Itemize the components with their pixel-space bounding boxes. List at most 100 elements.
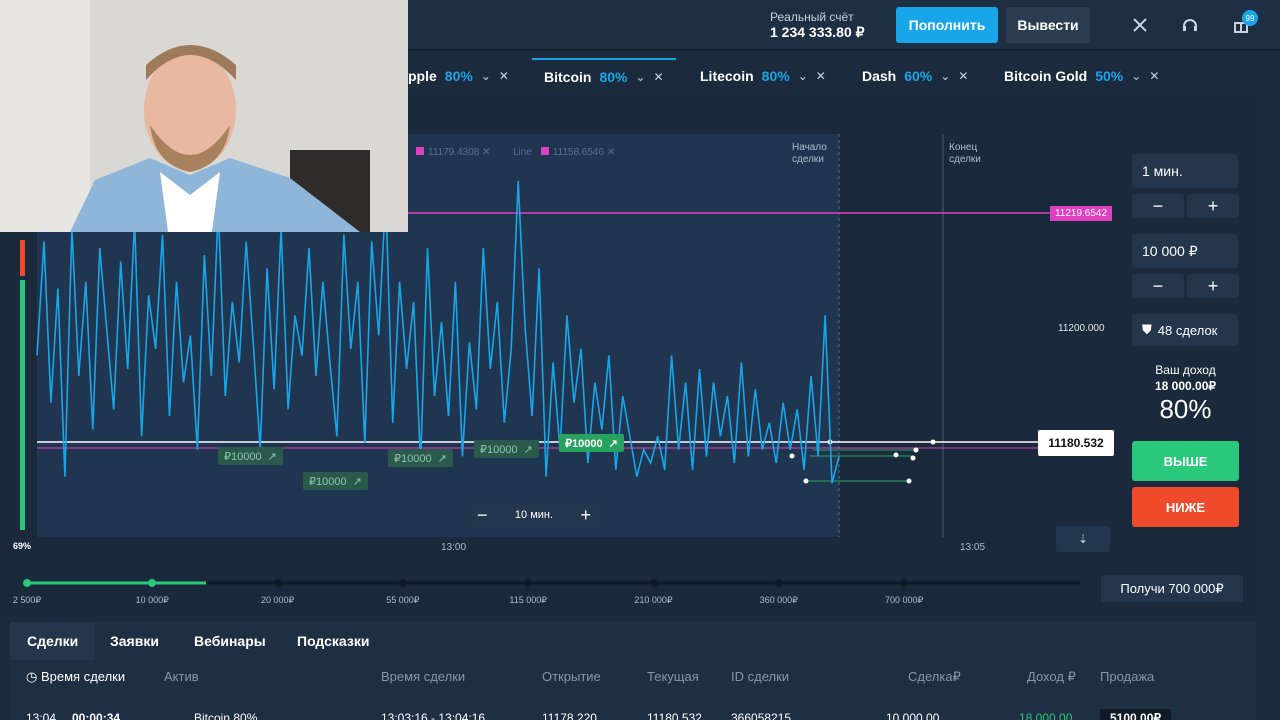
col-header-amount[interactable]: Сделка₽ xyxy=(908,669,961,684)
row-income: 18 000.00 xyxy=(1019,711,1073,720)
trade-chip[interactable]: ₽10000 ↗ xyxy=(303,472,368,490)
progress-level-dot xyxy=(23,579,31,587)
arrow-up-right-icon: ↗ xyxy=(352,475,362,488)
trade-marker-dot xyxy=(906,478,912,484)
zoom-in-button[interactable]: + xyxy=(580,504,591,525)
row-open: 11178.220 xyxy=(542,711,597,720)
progress-level-label: 700 000₽ xyxy=(884,595,924,605)
webcam-overlay xyxy=(0,0,408,232)
progress-level-label: 115 000₽ xyxy=(509,595,547,605)
trade-marker-dot xyxy=(910,455,916,461)
clock-icon: ◷ xyxy=(26,669,38,684)
sell-button[interactable]: 5100.00₽ xyxy=(1100,709,1172,720)
close-icon[interactable]: ✕ xyxy=(958,69,969,83)
trade-chip-amount: ₽10000 xyxy=(224,450,262,463)
collapse-chart-icon[interactable]: ⇣ xyxy=(1056,526,1110,552)
chevron-down-icon[interactable]: ⌄ xyxy=(480,69,491,83)
indicator-2-value: 11158.6546 xyxy=(552,147,605,158)
time-axis-label: 13:00 xyxy=(441,542,467,553)
close-icon[interactable]: ✕ xyxy=(498,69,509,83)
account-type-label[interactable]: Реальный счёт xyxy=(770,10,854,24)
col-header-current[interactable]: Текущая xyxy=(647,669,699,684)
notification-badge: 99 xyxy=(1242,10,1258,26)
lower-button[interactable]: НИЖЕ xyxy=(1132,487,1239,527)
zoom-label: 10 мин. xyxy=(514,509,554,521)
close-icon[interactable]: ✕ xyxy=(1149,69,1160,83)
progress-level-label: 20 000₽ xyxy=(260,595,295,605)
col-header-sell[interactable]: Продажа xyxy=(1100,669,1155,684)
progress-level-label: 360 000₽ xyxy=(759,595,798,605)
trade-marker-dot xyxy=(930,439,936,445)
duration-plus-button[interactable]: + xyxy=(1187,194,1239,218)
progress-level-label: 10 000₽ xyxy=(135,595,169,605)
col-header-time[interactable]: ◷ Время сделки xyxy=(26,669,126,684)
trade-chip-amount: ₽10000 xyxy=(309,475,347,488)
sentiment-down-bar xyxy=(20,240,25,276)
tab-label: pple xyxy=(408,68,437,84)
row-trade-time: 13:03:16 - 13:04:16 xyxy=(381,711,486,720)
trade-chip[interactable]: ₽10000 ↗ xyxy=(218,447,283,465)
tab-dash[interactable]: Dash 60% ⌄ ✕ xyxy=(850,58,980,94)
tab-label: Dash xyxy=(862,68,897,84)
col-header-trade-time[interactable]: Время сделки xyxy=(381,669,466,684)
gift-icon[interactable] xyxy=(1229,13,1253,37)
zoom-out-button[interactable]: − xyxy=(477,504,488,525)
headset-icon[interactable] xyxy=(1178,13,1202,37)
progress-level-dot xyxy=(900,579,909,587)
trade-marker-dot xyxy=(789,453,795,459)
duration-minus-button[interactable]: − xyxy=(1132,194,1184,218)
amount-minus-button[interactable]: − xyxy=(1132,274,1184,298)
indicator-1-value: 11179.4308 xyxy=(428,147,480,158)
deposit-button[interactable]: Пополнить xyxy=(896,7,998,43)
tab-payout: 50% xyxy=(1095,68,1124,84)
tab-litecoin[interactable]: Litecoin 80% ⌄ ✕ xyxy=(688,58,838,94)
tab-payout: 80% xyxy=(444,68,473,84)
tab-orders[interactable]: Заявки xyxy=(110,633,159,649)
indicator-color-swatch xyxy=(416,147,424,155)
chevron-down-icon[interactable]: ⌄ xyxy=(797,69,808,83)
col-header-income[interactable]: Доход ₽ xyxy=(1027,669,1076,684)
duration-field[interactable]: 1 мин. xyxy=(1132,154,1238,188)
price-series-line xyxy=(36,180,840,484)
amount-field[interactable]: 10 000 ₽ xyxy=(1132,234,1238,268)
trades-panel xyxy=(10,622,1256,720)
tab-ripple[interactable]: pple 80% ⌄ ✕ xyxy=(396,58,521,94)
trade-chip[interactable]: ₽10000 ↗ xyxy=(474,440,539,458)
tab-label: Bitcoin xyxy=(544,69,592,85)
chevron-down-icon[interactable]: ⌄ xyxy=(1131,69,1142,83)
shield-icon: ⛊ xyxy=(1142,322,1152,337)
close-icon[interactable]: ✕ xyxy=(653,70,664,84)
close-icon[interactable]: ✕ xyxy=(482,147,491,158)
withdraw-button[interactable]: Вывести xyxy=(1006,7,1090,43)
arrow-up-right-icon: ↗ xyxy=(523,443,533,456)
amount-plus-button[interactable]: + xyxy=(1187,274,1239,298)
indicator-2-label: Line xyxy=(513,147,532,158)
income-value: 18 000.00₽ xyxy=(1154,379,1217,393)
income-label: Ваш доход xyxy=(1155,363,1216,377)
higher-button[interactable]: ВЫШЕ xyxy=(1132,441,1239,481)
payout-percent: 80% xyxy=(1159,394,1212,424)
get-bonus-button[interactable]: Получи 700 000₽ xyxy=(1101,575,1243,602)
progress-level-dot xyxy=(524,579,533,587)
close-icon[interactable]: ✕ xyxy=(815,69,826,83)
tab-bitcoin[interactable]: Bitcoin 80% ⌄ ✕ xyxy=(532,58,676,94)
trade-chip-active[interactable]: ₽10000 ↗ xyxy=(559,434,624,452)
close-icon[interactable]: ✕ xyxy=(606,147,616,158)
indicator-2[interactable]: Line 11158.6546 ✕ xyxy=(513,147,615,158)
trade-chip[interactable]: ₽10000 ↗ xyxy=(388,449,453,467)
chevron-down-icon[interactable]: ⌄ xyxy=(940,69,951,83)
tools-icon[interactable] xyxy=(1128,13,1152,37)
col-header-open[interactable]: Открытие xyxy=(542,669,601,684)
chevron-down-icon[interactable]: ⌄ xyxy=(635,70,646,84)
col-header-id[interactable]: ID сделки xyxy=(731,669,790,684)
presenter-video xyxy=(0,0,408,232)
indicator-1[interactable]: 11179.4308 ✕ xyxy=(416,147,491,158)
col-header-asset[interactable]: Актив xyxy=(164,669,199,684)
sentiment-percent: 69% xyxy=(13,541,32,551)
trades-count-button[interactable]: ⛊ 48 сделок xyxy=(1132,314,1238,346)
tab-bitcoin-gold[interactable]: Bitcoin Gold 50% ⌄ ✕ xyxy=(992,58,1171,94)
account-balance[interactable]: 1 234 333.80 ₽ xyxy=(770,24,865,40)
tab-webinars[interactable]: Вебинары xyxy=(194,633,266,649)
tab-trades[interactable]: Сделки xyxy=(10,622,96,660)
tab-hints[interactable]: Подсказки xyxy=(297,633,370,649)
